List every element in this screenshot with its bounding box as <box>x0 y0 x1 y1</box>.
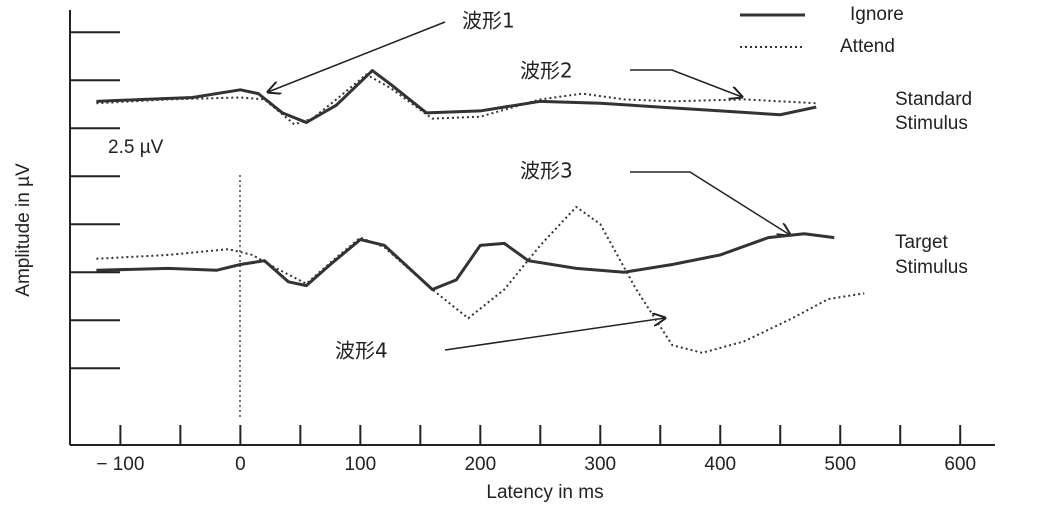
group-label: Stimulus <box>895 257 968 278</box>
arrow <box>630 171 790 235</box>
arrow <box>444 318 665 351</box>
x-tick-label: 400 <box>704 454 736 475</box>
annotation: 波形4 <box>335 339 388 363</box>
waveform <box>96 69 817 124</box>
group-label: Standard <box>895 89 972 110</box>
y-axis-label: Amplitude in µV <box>13 163 34 297</box>
annotation: 波形3 <box>520 159 573 183</box>
x-tick-label: − 100 <box>96 454 144 475</box>
arrow <box>268 21 446 92</box>
group-label: Target <box>895 232 949 253</box>
waveform <box>96 205 865 354</box>
scale-label: 2.5 µV <box>108 137 164 158</box>
x-tick-label: 0 <box>235 454 246 475</box>
waveform <box>96 73 817 126</box>
x-tick-label: 100 <box>344 454 376 475</box>
legend-label: Attend <box>840 36 895 57</box>
annotation-arrows <box>268 21 790 351</box>
legend-label: Ignore <box>850 4 904 25</box>
annotation: 波形1 <box>462 9 515 33</box>
group-label: Stimulus <box>895 113 968 134</box>
x-tick-label: 200 <box>464 454 496 475</box>
waveform <box>96 232 835 291</box>
arrow <box>630 69 742 97</box>
x-tick-label: 500 <box>824 454 856 475</box>
annotation: 波形2 <box>520 59 573 83</box>
x-axis-label: Latency in ms <box>486 482 603 503</box>
x-tick-label: 600 <box>944 454 976 475</box>
x-tick-label: 300 <box>584 454 616 475</box>
